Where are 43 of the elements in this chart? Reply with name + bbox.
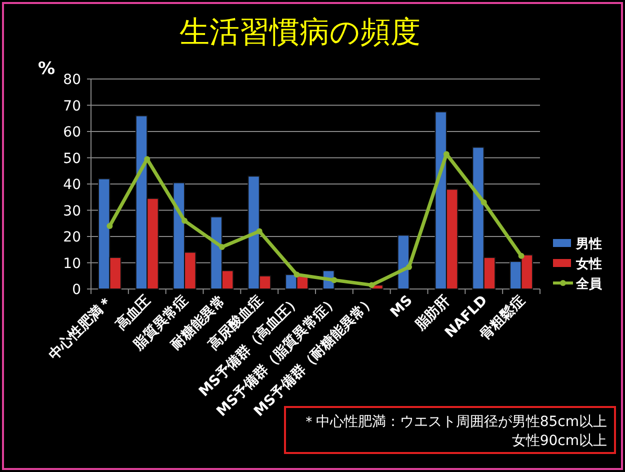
- bar: [221, 270, 234, 290]
- point: [331, 277, 338, 284]
- y-tick-label: 10: [63, 256, 81, 272]
- bar: [472, 146, 484, 290]
- bar: [510, 260, 522, 290]
- point: [406, 264, 412, 270]
- bar: [520, 254, 534, 290]
- bar: [184, 252, 196, 290]
- point: [218, 244, 225, 250]
- y-tick-label: 30: [63, 203, 81, 220]
- point: [480, 199, 487, 206]
- point: [256, 228, 262, 234]
- y-tick-label: 80: [63, 72, 81, 88]
- bar: [135, 115, 148, 290]
- bar: [446, 188, 458, 290]
- annotation: ＊中心性肥満：ウエスト周囲径が男性85cm以上 女性90cm以上: [284, 406, 616, 454]
- y-tick-label: 20: [63, 230, 81, 246]
- point: [106, 223, 113, 229]
- y-tick-label: 60: [63, 124, 81, 140]
- bar: [210, 216, 222, 290]
- point: [368, 282, 375, 288]
- legend-label: 全員: [575, 277, 603, 292]
- legend-label: 男性: [575, 237, 602, 252]
- y-tick-label: 50: [63, 150, 81, 167]
- bar: [109, 257, 122, 290]
- point: [294, 272, 300, 278]
- y-tick-label: 70: [63, 98, 81, 114]
- legend-label: 女性: [575, 257, 602, 272]
- point: [182, 218, 188, 224]
- bar: [248, 176, 260, 290]
- point: [518, 252, 524, 259]
- y-axis-title: %: [38, 59, 56, 79]
- chart-title: 生活習慣病の頻度: [180, 15, 420, 50]
- y-tick-label: 40: [63, 177, 81, 193]
- y-tick-label: 0: [72, 282, 81, 298]
- bar: [397, 234, 410, 290]
- x-tick-label: MS: [388, 292, 416, 321]
- bar: [434, 111, 447, 290]
- bar: [146, 198, 159, 290]
- bar: [483, 257, 496, 290]
- bar: [98, 178, 110, 290]
- bar: [285, 274, 298, 290]
- bar: [258, 275, 272, 290]
